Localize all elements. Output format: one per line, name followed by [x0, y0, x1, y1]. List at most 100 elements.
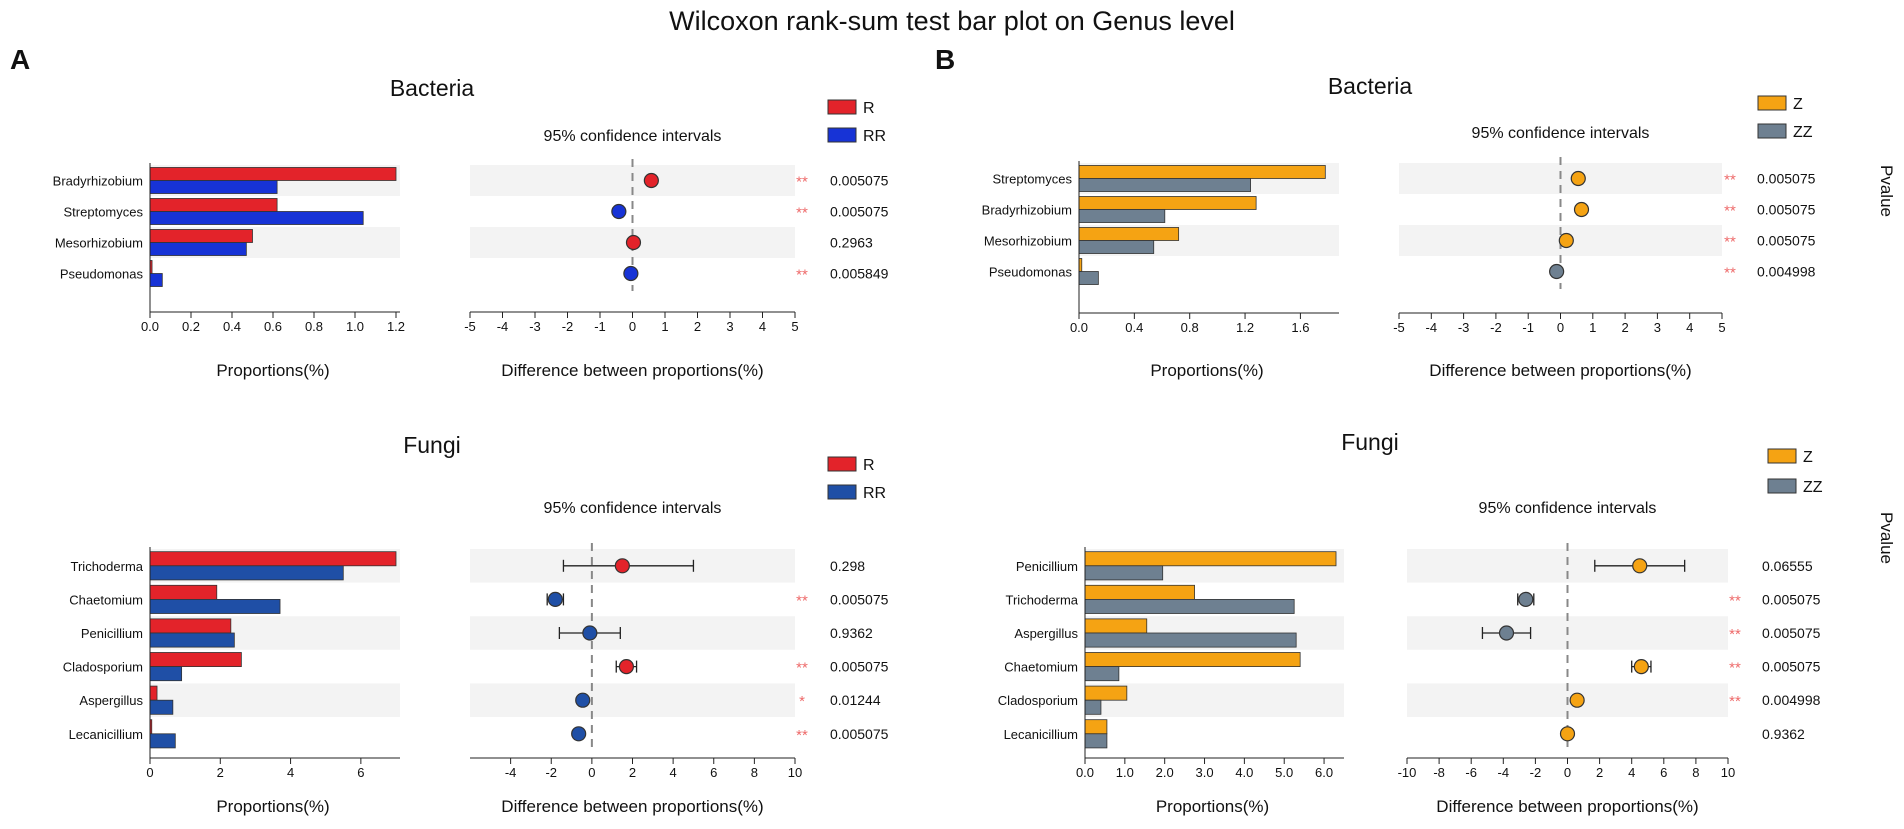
- diff-x-tick-label: 2: [629, 765, 636, 780]
- bar-x-tick-label: 2: [217, 765, 224, 780]
- pvalue-label: 0.005075: [1757, 202, 1816, 218]
- row-shade: [150, 683, 400, 717]
- diff-x-tick-label: -5: [1393, 320, 1405, 335]
- pvalue-label: 0.005075: [1762, 659, 1821, 675]
- bar-x-axis-label: Proportions(%): [1150, 361, 1263, 380]
- row-shade: [470, 616, 795, 650]
- pvalue-label: 0.06555: [1762, 558, 1813, 574]
- diff-x-tick-label: -2: [545, 765, 557, 780]
- legend-label-zz: ZZ: [1793, 124, 1813, 141]
- category-label: Aspergillus: [79, 693, 143, 708]
- diff-point: [1518, 591, 1534, 608]
- pvalue-label: 0.005075: [830, 204, 889, 220]
- diff-x-tick-label: 3: [1654, 320, 1661, 335]
- bar-zz: [1078, 178, 1251, 192]
- bar-x-tick-label: 5.0: [1275, 765, 1293, 780]
- diff-x-tick-label: 4: [1628, 765, 1635, 780]
- category-label: Cladosporium: [998, 693, 1078, 708]
- plot-title: Bacteria: [390, 75, 475, 101]
- significance-marker: *: [799, 693, 805, 710]
- pvalue-label: 0.005075: [830, 173, 889, 189]
- legend-swatch-rr: [827, 484, 857, 500]
- diff-point: [1632, 558, 1648, 574]
- diff-point: [611, 203, 627, 220]
- significance-marker: **: [1724, 265, 1736, 282]
- legend-swatch-zz: [1767, 478, 1797, 494]
- ci-title: 95% confidence intervals: [1472, 125, 1650, 142]
- diff-point: [1549, 263, 1565, 280]
- pvalue-label: 0.004998: [1757, 264, 1816, 280]
- bar-zz: [1084, 565, 1164, 581]
- bar-x-axis-label: Proportions(%): [216, 361, 329, 380]
- diff-x-tick-label: -10: [1398, 765, 1417, 780]
- diff-point: [547, 591, 563, 608]
- diff-point: [1559, 726, 1576, 742]
- diff-x-tick-label: -2: [562, 319, 574, 334]
- diff-x-tick-label: -3: [529, 319, 541, 334]
- bar-r: [149, 685, 158, 701]
- bar-z: [1078, 227, 1180, 241]
- bar-x-tick-label: 4: [287, 765, 294, 780]
- bar-x-tick-label: 1.2: [1236, 320, 1254, 335]
- category-label: Pseudomonas: [989, 265, 1073, 280]
- diff-x-tick-label: -6: [1465, 765, 1477, 780]
- diff-x-tick-label: 0: [588, 765, 595, 780]
- diff-x-tick-label: 5: [1718, 320, 1725, 335]
- diff-x-tick-label: -3: [1458, 320, 1470, 335]
- bar-x-tick-label: 1.6: [1291, 320, 1309, 335]
- bar-zz: [1084, 666, 1120, 682]
- bar-rr: [149, 273, 163, 287]
- diff-x-tick-label: -5: [464, 319, 476, 334]
- bar-r: [149, 584, 218, 600]
- bar-r: [149, 229, 253, 243]
- bar-rr: [149, 599, 281, 614]
- bar-x-tick-label: 0: [146, 765, 153, 780]
- significance-marker: **: [796, 205, 808, 222]
- pvalue-label: 0.005849: [830, 266, 889, 282]
- diff-x-tick-label: 5: [791, 319, 798, 334]
- category-label: Trichoderma: [1006, 592, 1079, 607]
- diff-x-tick-label: -1: [1522, 320, 1534, 335]
- diff-point: [1569, 692, 1585, 708]
- diff-x-tick-label: 10: [1721, 765, 1735, 780]
- pvalue-label: 0.005075: [830, 591, 889, 607]
- legend-label-r: R: [863, 457, 875, 474]
- category-label: Bradyrhizobium: [53, 174, 143, 189]
- pvalue-label: 0.005075: [1762, 591, 1821, 607]
- ci-title: 95% confidence intervals: [544, 128, 722, 145]
- bar-x-tick-label: 6.0: [1315, 765, 1333, 780]
- significance-marker: **: [796, 592, 808, 609]
- pvalue-label: 0.005075: [1762, 625, 1821, 641]
- diff-x-tick-label: 4: [670, 765, 677, 780]
- bar-zz: [1084, 733, 1108, 749]
- diff-x-axis-label: Difference between proportions(%): [1436, 797, 1698, 816]
- legend-label-rr: RR: [863, 485, 886, 502]
- bar-rr: [149, 632, 235, 648]
- pvalue-label: 0.01244: [830, 692, 881, 708]
- pvalue-label: 0.005075: [1757, 233, 1816, 249]
- diff-x-tick-label: 4: [1686, 320, 1693, 335]
- diff-x-axis-label: Difference between proportions(%): [501, 361, 763, 380]
- significance-marker: **: [1729, 592, 1741, 609]
- diff-x-tick-label: -8: [1433, 765, 1445, 780]
- diff-point: [625, 234, 642, 251]
- pvalue-label: 0.9362: [1762, 726, 1805, 742]
- diff-x-axis-label: Difference between proportions(%): [501, 797, 763, 816]
- legend-label-z: Z: [1793, 96, 1803, 113]
- bar-zz: [1078, 209, 1166, 223]
- bar-z: [1078, 165, 1326, 179]
- ci-title: 95% confidence intervals: [1479, 500, 1657, 517]
- diff-x-tick-label: 0: [1557, 320, 1564, 335]
- diff-point: [643, 172, 659, 189]
- diff-point: [1570, 170, 1586, 187]
- significance-marker: **: [1724, 234, 1736, 251]
- category-label: Streptomyces: [993, 172, 1073, 187]
- diff-x-tick-label: -1: [594, 319, 606, 334]
- category-label: Chaetomium: [1004, 660, 1078, 675]
- diff-point: [582, 625, 598, 641]
- legend-swatch-zz: [1757, 123, 1787, 139]
- category-label: Chaetomium: [69, 592, 143, 607]
- legend-swatch-r: [827, 99, 857, 115]
- diff-x-tick-label: 6: [1660, 765, 1667, 780]
